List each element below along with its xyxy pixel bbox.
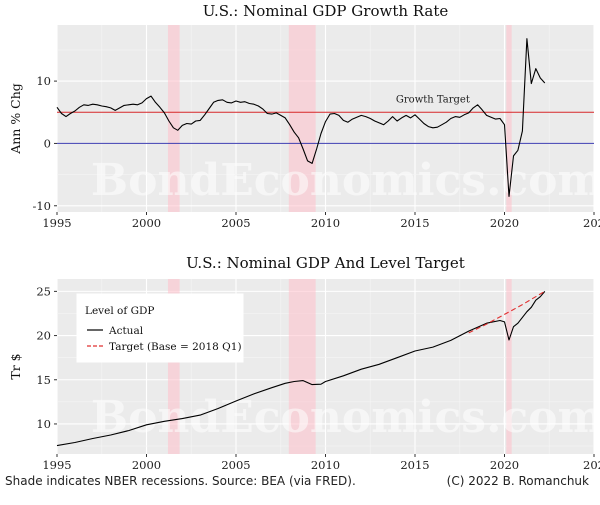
panel1-y-axis-label: Ann % Chg [8,83,23,155]
panel1-y-tick-label: 10 [36,74,51,88]
panel2-x-tick-label: 2020 [490,458,519,472]
panel2-series-line-1 [468,290,546,334]
panel1-chart-title: U.S.: Nominal GDP Growth Rate [203,2,449,20]
panel2-x-tick-label: 2015 [400,458,429,472]
panel1-watermark: BondEconomics.com [91,155,600,206]
panel1-annotation-label: Growth Target [396,94,470,105]
panel2-x-tick-label: 1995 [42,458,71,472]
panel2-y-tick-label: 20 [36,329,51,343]
panel2-y-tick-label: 10 [36,417,51,431]
panel1-x-tick-label: 1995 [42,216,71,230]
panel2-recession-shade [506,279,512,454]
panel1-recession-shade [288,25,316,212]
panel1-series-line-0 [56,38,546,197]
panel1-x-tick-label: 2015 [400,216,429,230]
panel2-watermark: BondEconomics.com [91,392,600,443]
panel2-recession-shade [288,279,316,454]
panel1-x-tick-label: 2005 [221,216,250,230]
panel2-legend-box [76,293,244,363]
panel2-y-tick-label: 15 [36,373,51,387]
panel2-recession-shade [167,279,180,454]
panel2-y-axis-label: Tr $ [8,353,23,379]
panel2-x-tick-label: 2010 [311,458,340,472]
panel2-y-tick-label: 25 [36,284,51,298]
panel1-x-tick-label: 2000 [132,216,161,230]
panel2-x-tick-label: 2000 [132,458,161,472]
footer-copyright: (C) 2022 B. Romanchuk [446,474,589,488]
panel1-recession-shade [167,25,180,212]
panel1-x-tick-label: 2020 [490,216,519,230]
panel2-series-line-0 [56,291,546,447]
panel2-chart-title: U.S.: Nominal GDP And Level Target [186,254,465,272]
panel1-recession-shade [506,25,512,212]
footer-source-note: Shade indicates NBER recessions. Source:… [5,474,356,488]
panel1-y-tick-label: 0 [44,136,51,150]
panel2-x-tick-label: 202 [583,458,600,472]
panel2-legend-entry-1: Target (Base = 2018 Q1) [109,341,242,353]
panel2-x-tick-label: 2005 [221,458,250,472]
panel1-x-tick-label: 202 [583,216,600,230]
panel1-y-tick-label: -10 [32,199,51,213]
panel2-legend-entry-0: Actual [108,325,144,337]
panel2-legend-title: Level of GDP [85,305,154,317]
panel1-x-tick-label: 2010 [311,216,340,230]
